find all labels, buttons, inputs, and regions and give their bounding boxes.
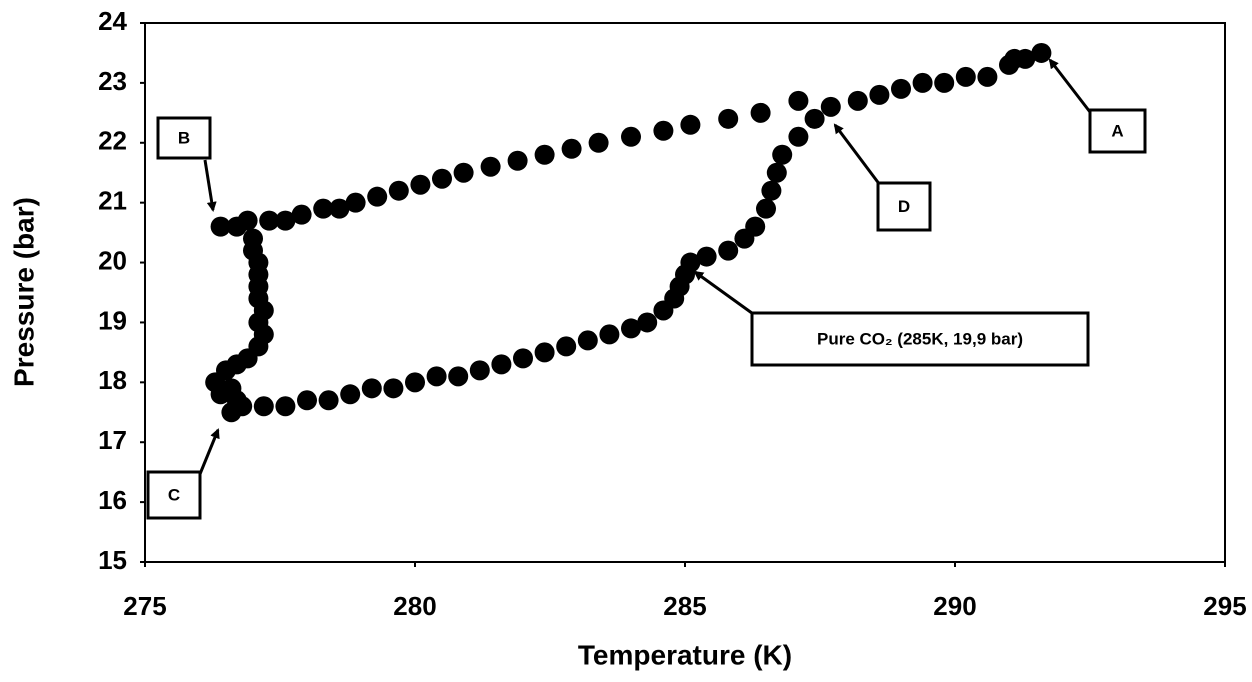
data-point — [561, 138, 582, 159]
annotation-box — [876, 181, 932, 232]
data-point — [556, 336, 577, 357]
data-point — [804, 108, 825, 129]
data-point — [313, 198, 334, 219]
data-point — [820, 96, 841, 117]
data-point — [291, 204, 312, 225]
data-point — [999, 54, 1019, 75]
annotation-label: B — [178, 128, 190, 147]
data-point — [955, 66, 976, 87]
x-tick-label: 290 — [933, 591, 976, 621]
data-point — [718, 240, 739, 261]
data-point — [761, 180, 782, 201]
data-point — [766, 162, 787, 183]
data-point — [226, 216, 247, 237]
annotation-label: Pure CO₂ (285K, 19,9 bar) — [817, 329, 1023, 348]
y-tick-label: 18 — [98, 365, 127, 395]
annotation-label: C — [168, 485, 180, 504]
data-point — [912, 72, 933, 93]
x-tick-label: 285 — [663, 591, 706, 621]
data-point — [388, 180, 409, 201]
data-point — [297, 390, 317, 411]
annotation-box — [146, 470, 202, 520]
data-point — [448, 366, 469, 387]
y-tick-label: 24 — [98, 6, 127, 36]
data-point — [507, 150, 528, 171]
data-point — [275, 396, 296, 417]
data-point — [1015, 48, 1036, 69]
data-point — [756, 198, 776, 219]
data-point — [577, 330, 598, 351]
data-point — [513, 348, 533, 369]
data-point — [491, 354, 512, 375]
y-tick-label: 16 — [98, 485, 127, 515]
y-tick-label: 21 — [98, 186, 127, 216]
data-point — [772, 144, 793, 165]
data-point — [680, 114, 701, 135]
data-point — [367, 186, 388, 207]
y-axis-title: Pressure (bar) — [8, 197, 39, 387]
data-point — [869, 84, 890, 105]
data-point — [432, 168, 452, 189]
data-point — [750, 102, 771, 123]
data-point — [340, 384, 361, 405]
data-point — [718, 108, 739, 129]
data-point — [745, 216, 766, 237]
x-tick-label: 280 — [393, 591, 436, 621]
y-tick-label: 19 — [98, 305, 127, 335]
data-point — [891, 78, 911, 99]
data-point — [788, 126, 809, 147]
data-point — [1031, 42, 1052, 63]
annotation-arrow — [693, 270, 757, 318]
data-point — [480, 156, 501, 177]
data-point — [637, 312, 658, 333]
y-tick-label: 15 — [98, 545, 127, 575]
data-point — [345, 192, 366, 213]
annotation-label: D — [898, 197, 910, 216]
annotation-box — [750, 311, 1090, 367]
annotation-box — [156, 116, 212, 160]
data-point — [934, 72, 955, 93]
y-tick-label: 23 — [98, 66, 127, 96]
data-point — [253, 396, 274, 417]
y-tick-label: 22 — [98, 126, 127, 156]
data-point — [469, 360, 490, 381]
data-point — [534, 342, 555, 363]
data-point — [318, 390, 339, 411]
data-point — [329, 198, 350, 219]
annotation-label: A — [1111, 121, 1123, 140]
annotation-arrow — [1048, 58, 1092, 113]
data-point — [259, 210, 280, 231]
data-point — [680, 252, 701, 273]
data-point — [426, 366, 447, 387]
annotation-arrow — [203, 159, 217, 212]
data-point — [788, 90, 809, 111]
data-point — [621, 318, 641, 339]
data-point — [405, 372, 425, 393]
data-point — [621, 126, 641, 147]
annotation-arrow — [198, 428, 220, 475]
annotation-box — [1088, 108, 1147, 154]
data-point — [232, 396, 253, 417]
data-point — [847, 90, 868, 111]
data-point — [534, 144, 555, 165]
data-point — [361, 378, 382, 399]
annotation-arrow — [833, 123, 882, 186]
data-point — [599, 324, 620, 345]
data-point — [977, 66, 998, 87]
x-tick-label: 275 — [123, 591, 166, 621]
x-axis-title: Temperature (K) — [578, 639, 792, 670]
data-point — [696, 246, 717, 267]
data-point — [588, 132, 609, 153]
y-tick-label: 20 — [98, 245, 127, 275]
data-point — [383, 378, 404, 399]
x-tick-label: 295 — [1203, 591, 1246, 621]
data-point — [210, 216, 231, 237]
data-point — [453, 162, 474, 183]
data-point — [275, 210, 296, 231]
data-point — [653, 120, 674, 141]
data-point — [410, 174, 431, 195]
y-tick-label: 17 — [98, 425, 127, 455]
